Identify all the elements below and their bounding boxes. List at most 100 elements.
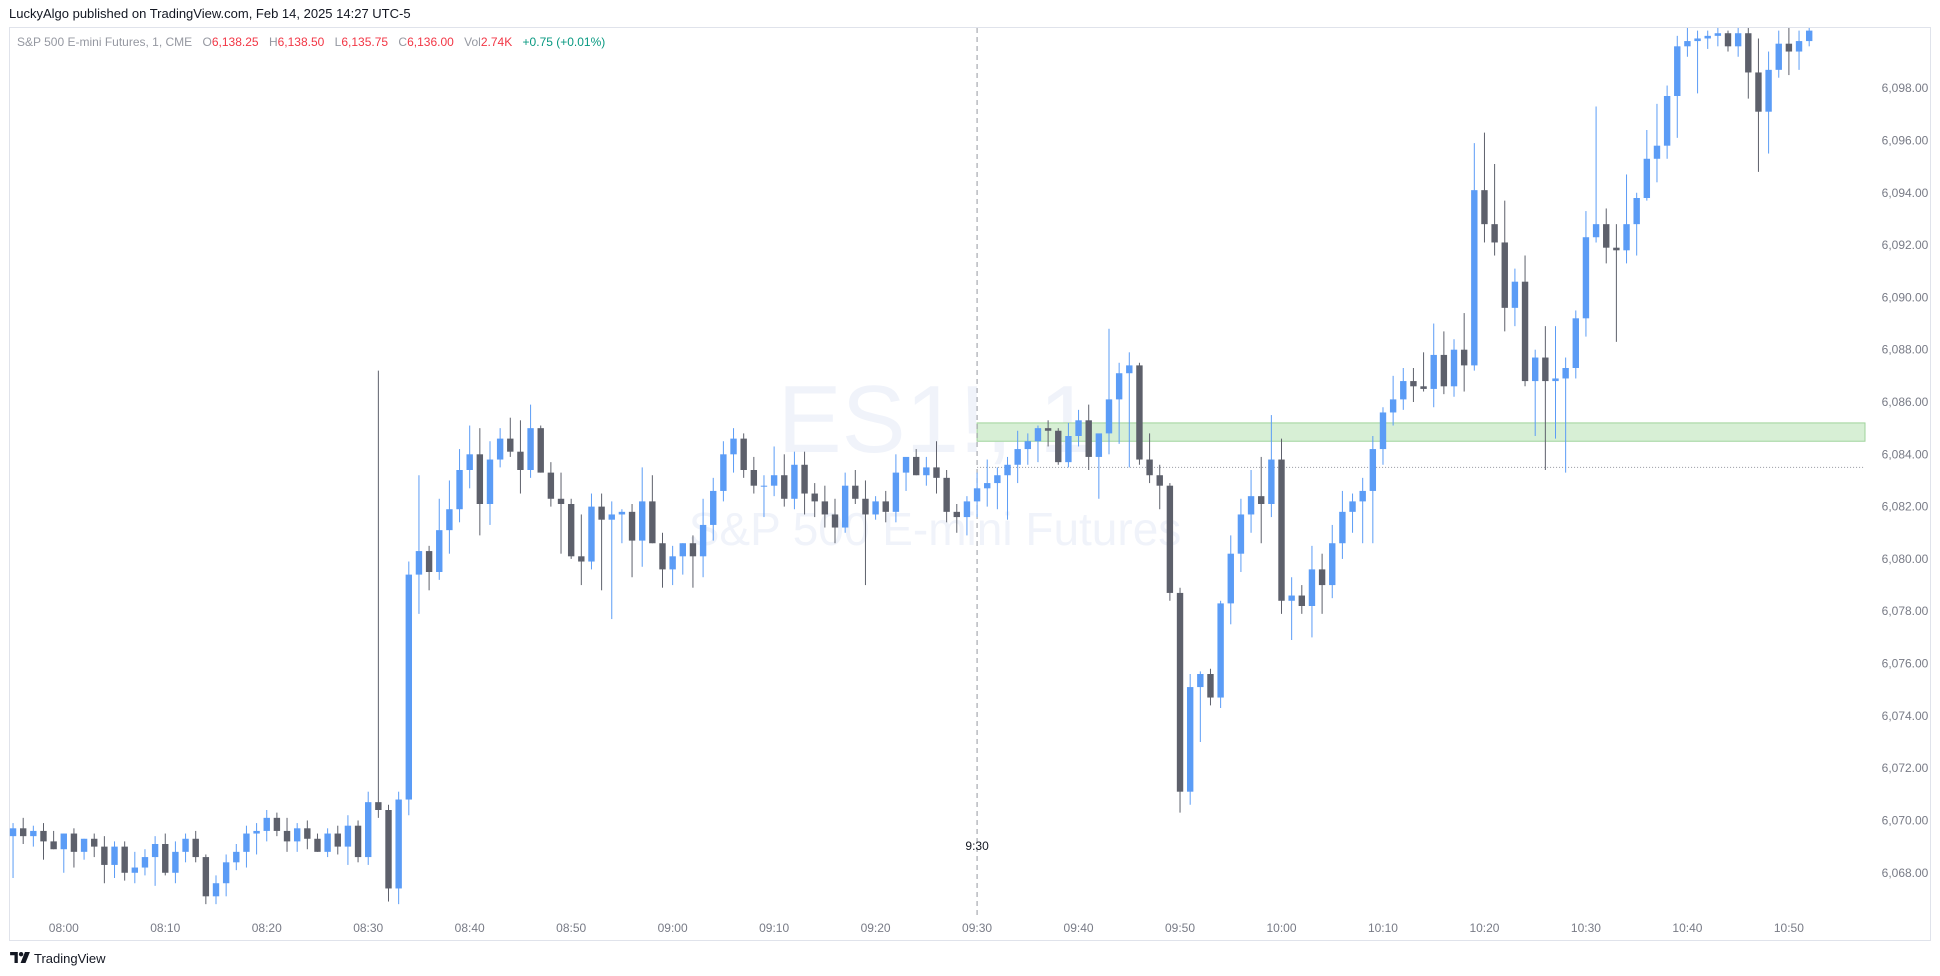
candle — [1369, 436, 1377, 544]
candle — [1724, 30, 1732, 52]
candle-body — [1582, 237, 1590, 319]
candle — [111, 841, 118, 878]
candle-body — [943, 477, 950, 512]
candle-body — [375, 802, 382, 810]
chart-legend: S&P 500 E-mini Futures, 1, CME O6,138.25… — [17, 35, 605, 49]
candle-body — [1400, 381, 1407, 400]
candle-body — [517, 451, 524, 470]
candle-body — [1298, 595, 1306, 606]
price-tick-label: 6,098.00 — [1882, 81, 1929, 95]
candle — [1785, 28, 1793, 76]
candle-body — [1329, 543, 1336, 586]
candle — [963, 496, 971, 536]
candle-body — [1044, 428, 1052, 431]
candle-body — [1745, 33, 1752, 73]
candle — [1471, 143, 1478, 371]
candle-body — [395, 799, 402, 889]
candle-body — [1552, 378, 1559, 382]
candle — [1400, 368, 1407, 410]
candle — [1552, 326, 1559, 439]
footer-brand[interactable]: TradingView — [10, 951, 106, 966]
candle — [496, 428, 504, 468]
candle — [1531, 349, 1539, 436]
candle-body — [1471, 190, 1478, 366]
time-tick-label: 10:30 — [1571, 921, 1601, 935]
price-tick-label: 6,076.00 — [1882, 657, 1929, 671]
time-axis[interactable]: 08:00 08:10 08:20 08:30 08:40 08:50 09:00 09:10… — [49, 921, 1804, 935]
candle-body — [30, 830, 37, 837]
candle — [902, 456, 910, 491]
candle — [466, 425, 473, 489]
candle-body — [1521, 281, 1529, 382]
candle-body — [202, 857, 210, 897]
price-tick-label: 6,082.00 — [1882, 500, 1929, 514]
candle-body — [852, 485, 859, 499]
price-tick-label: 6,096.00 — [1882, 133, 1929, 147]
candle — [1136, 362, 1143, 465]
candle-body — [821, 501, 829, 515]
candle-body — [1663, 96, 1671, 146]
candle-body — [841, 485, 849, 528]
candle — [1146, 433, 1153, 484]
candle — [537, 425, 544, 473]
candle-body — [1024, 441, 1032, 450]
legend-close: 6,136.00 — [407, 35, 454, 49]
candle-body — [415, 551, 423, 575]
watermark-name: S&P 500 E-mini Futures — [689, 503, 1182, 555]
candle-body — [405, 574, 413, 800]
candle — [131, 851, 139, 884]
candle-body — [1065, 436, 1072, 463]
candle-body — [40, 830, 47, 842]
candle-body — [618, 511, 626, 515]
candle — [1166, 483, 1174, 601]
candle-body — [557, 498, 565, 504]
candle-body — [1318, 569, 1326, 586]
candle-body — [770, 475, 778, 486]
candle — [852, 470, 859, 504]
candle — [1450, 339, 1458, 397]
candle — [1501, 200, 1508, 332]
candle — [1420, 352, 1427, 392]
candle — [973, 472, 981, 518]
candle-body — [1105, 399, 1113, 434]
candle — [324, 828, 331, 858]
candle — [1156, 464, 1163, 510]
session-open-label: 9:30 — [965, 839, 989, 853]
candle-body — [141, 857, 149, 868]
supply-zone[interactable] — [976, 422, 1866, 442]
candle — [30, 825, 37, 847]
candle — [344, 815, 352, 865]
candle-body — [750, 470, 758, 486]
candle-body — [1227, 553, 1234, 604]
candle — [405, 561, 413, 816]
candle — [1227, 535, 1234, 625]
candle — [1197, 671, 1204, 742]
candle-body — [304, 828, 311, 839]
candle — [1247, 470, 1255, 533]
candle-body — [1095, 433, 1103, 457]
candle — [750, 456, 758, 494]
candle-body — [1674, 46, 1681, 96]
candle — [1572, 310, 1579, 379]
candle — [1126, 352, 1133, 468]
price-tick-label: 6,090.00 — [1882, 290, 1929, 304]
candle — [679, 543, 686, 575]
legend-high-label: H — [268, 35, 278, 49]
candle — [770, 446, 778, 497]
candle-body — [831, 514, 839, 528]
candle-body — [1481, 190, 1488, 225]
legend-vol: 2.74K — [480, 35, 513, 49]
candle-body — [1643, 158, 1651, 198]
candle — [1095, 433, 1103, 499]
candle-body — [1136, 365, 1143, 460]
price-axis[interactable]: 6,068.00 6,070.00 6,072.00 6,074.00 6,076.00… — [1882, 81, 1929, 880]
candle-body — [314, 838, 321, 852]
time-tick-label: 10:50 — [1774, 921, 1804, 935]
candle — [1105, 328, 1113, 455]
watermark: ES1!, 1 S&P 500 E-mini Futures — [689, 366, 1182, 555]
candle — [628, 504, 636, 578]
time-tick-label: 09:30 — [962, 921, 992, 935]
candle-body — [293, 828, 301, 842]
candle-body — [639, 501, 646, 541]
